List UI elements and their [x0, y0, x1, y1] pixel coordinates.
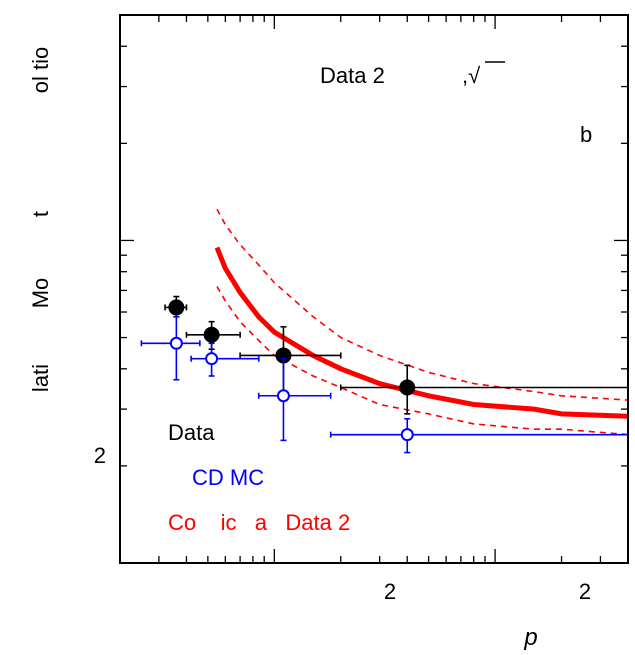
- cd-mc-point-3: [257, 357, 332, 442]
- cd-mc-point-1: [140, 315, 201, 381]
- y-label-part-4: ol tio: [28, 47, 53, 93]
- cd-mc-marker-4: [400, 428, 414, 442]
- y-label-part-1: lati: [28, 364, 53, 392]
- axis-ticks: [119, 14, 629, 564]
- data-point-4: [339, 364, 629, 415]
- legend-cd-mc: CD MC: [192, 465, 264, 490]
- data-marker-1: [168, 299, 185, 316]
- y-tick-label: 2: [94, 443, 106, 468]
- legend-data: Data: [168, 420, 215, 445]
- curve-central: [214, 246, 629, 419]
- y-label-part-3: t: [28, 211, 53, 217]
- x-tick-label-2: 2: [579, 579, 591, 604]
- header-text: Data 2: [320, 63, 385, 88]
- panel-label: b: [580, 122, 592, 147]
- x-tick-label-1: 2: [384, 579, 396, 604]
- cd-mc-marker-1: [169, 336, 183, 350]
- cd-mc-marker-2: [205, 352, 219, 366]
- legend-comparison: Co ic a Data 2: [168, 510, 350, 535]
- data-point-2: [185, 320, 241, 351]
- cd-mc-marker-3: [276, 389, 290, 403]
- data-marker-2: [203, 326, 220, 343]
- x-axis-label: p: [523, 624, 537, 651]
- data-marker-4: [399, 379, 416, 396]
- y-axis-label: lati Mo t ol tio: [28, 47, 53, 392]
- plot-area: [140, 208, 629, 454]
- y-label-part-2: Mo: [28, 278, 53, 309]
- data-point-1: [164, 295, 188, 318]
- cd-mc-point-2: [190, 342, 260, 377]
- plot-frame: [119, 14, 629, 564]
- curve-upper: [216, 208, 629, 401]
- header-symbol: ,√: [462, 63, 481, 88]
- curve-lower: [216, 286, 629, 436]
